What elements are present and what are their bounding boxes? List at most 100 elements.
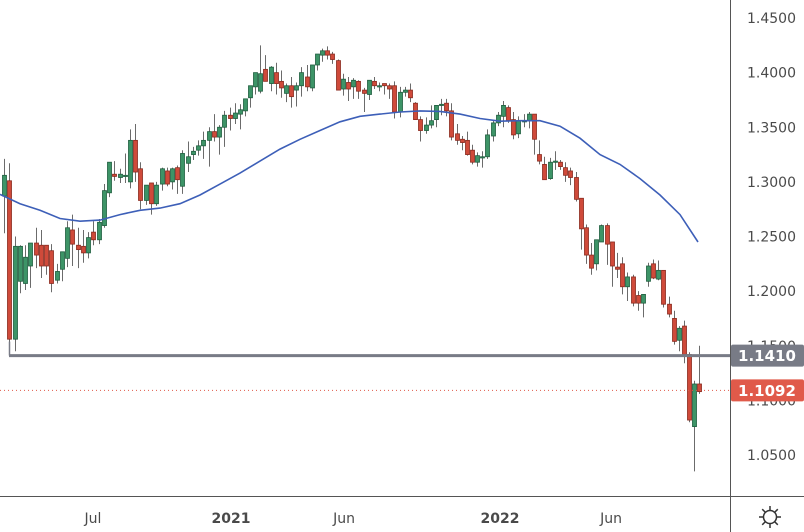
candle — [305, 64, 310, 92]
candle — [102, 184, 107, 228]
price-tick-label: 1.3500 — [747, 120, 796, 136]
candle — [330, 51, 335, 64]
candle — [599, 224, 604, 243]
time-tick-label: 2021 — [212, 511, 251, 527]
candle — [44, 244, 49, 275]
candle — [248, 85, 253, 108]
price-tick-label: 1.4000 — [747, 66, 796, 82]
candle — [233, 103, 238, 124]
time-tick-label: Jul — [84, 511, 102, 527]
candle — [646, 262, 651, 287]
candle — [687, 352, 692, 423]
candle — [128, 129, 133, 189]
candle — [112, 161, 117, 181]
price-tick-label: 1.0500 — [747, 448, 796, 464]
candle — [76, 227, 81, 269]
candle — [377, 82, 382, 92]
candle — [346, 76, 351, 102]
candle — [28, 242, 33, 288]
candle — [631, 274, 636, 307]
candle — [460, 135, 465, 151]
candle — [470, 144, 475, 165]
candle — [97, 219, 102, 245]
candle — [118, 168, 123, 183]
candle — [661, 269, 666, 308]
candle — [656, 260, 661, 281]
candle — [429, 105, 434, 129]
candle — [310, 64, 315, 92]
candle — [620, 257, 625, 295]
candle — [133, 123, 138, 182]
candle — [403, 86, 408, 97]
candle — [496, 111, 501, 127]
candle — [289, 76, 294, 108]
candle — [49, 244, 54, 293]
price-tick-label: 1.4500 — [747, 11, 796, 27]
candle — [574, 172, 579, 202]
candle — [382, 83, 387, 95]
candle — [325, 46, 330, 60]
candle — [258, 45, 263, 94]
candle — [60, 251, 65, 282]
moving-average-line — [0, 110, 699, 243]
candle — [154, 181, 159, 206]
candle — [449, 103, 454, 141]
time-tick-label: 2022 — [481, 511, 520, 527]
candle — [434, 105, 439, 128]
candle — [341, 73, 346, 96]
candle — [138, 162, 143, 210]
candle — [201, 131, 206, 159]
candle — [191, 146, 196, 161]
candle — [294, 82, 299, 107]
candle — [697, 345, 702, 394]
candle — [542, 156, 547, 181]
candle — [563, 162, 568, 182]
candle — [511, 111, 516, 140]
candle — [351, 78, 356, 99]
candle — [579, 197, 584, 250]
candle — [65, 221, 70, 268]
candle — [180, 150, 185, 194]
candle — [387, 83, 392, 99]
candle — [217, 125, 222, 155]
time-tick-label: Jun — [599, 511, 622, 527]
candle — [186, 141, 191, 173]
level-price-tag: 1.1410 — [731, 344, 804, 367]
candle — [81, 229, 86, 263]
candle — [672, 310, 677, 345]
candle — [362, 87, 367, 112]
candle — [23, 245, 28, 291]
candle — [610, 241, 615, 287]
candle — [274, 62, 279, 95]
candle — [212, 114, 217, 142]
level-price-label: 1.1410 — [738, 347, 796, 365]
gear-icon[interactable] — [759, 506, 781, 528]
candle — [165, 167, 170, 187]
candle — [418, 116, 423, 142]
candle — [263, 55, 268, 82]
candle — [86, 232, 91, 259]
price-tick-label: 1.2500 — [747, 230, 796, 246]
candle — [299, 67, 304, 97]
candle — [91, 221, 96, 246]
candle — [439, 98, 444, 116]
candle — [501, 101, 506, 128]
candle — [320, 48, 325, 62]
candle — [537, 140, 542, 165]
candle — [568, 167, 573, 186]
candle — [175, 165, 180, 194]
horizontal-level-line[interactable] — [8, 341, 730, 358]
candle — [485, 129, 490, 159]
candle — [55, 263, 60, 284]
candle — [548, 157, 553, 180]
candle — [558, 160, 563, 170]
candle — [491, 120, 496, 142]
candle — [170, 167, 175, 190]
candle — [625, 272, 630, 301]
last-price-tag: 1.1092 — [731, 379, 804, 402]
time-axis[interactable]: Jul 2021 Jun 2022 Jun — [84, 511, 622, 527]
candle — [553, 151, 558, 170]
time-tick-label: Jun — [332, 511, 355, 527]
